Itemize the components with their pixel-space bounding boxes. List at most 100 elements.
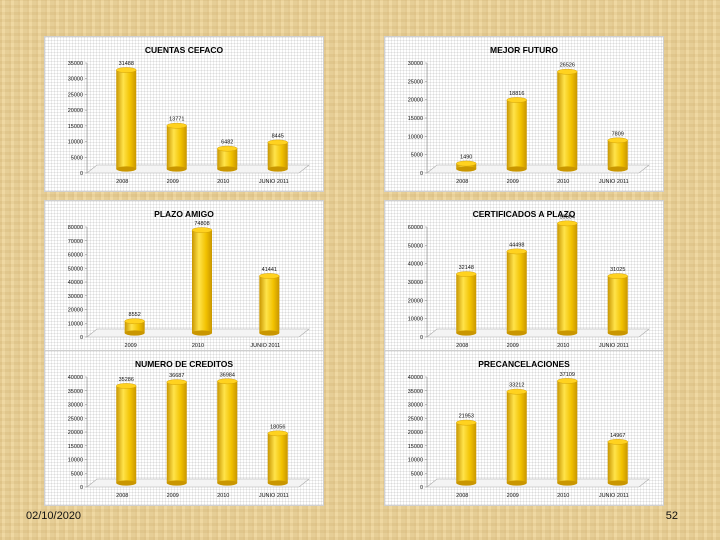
y-tick-label: 20000 [68,430,83,436]
y-tick-label: 80000 [68,225,83,231]
x-tick-label: 2010 [557,493,569,499]
y-tick-label: 35000 [68,61,83,67]
x-tick-label: 2008 [456,493,468,499]
y-tick-label: 15000 [408,116,423,122]
x-tick-label: JUNIO 2011 [599,179,629,185]
y-tick-label: 50000 [408,243,423,249]
x-tick-label: 2009 [507,179,519,185]
bar [506,248,527,336]
bar [124,318,145,336]
data-label: 21953 [459,414,474,420]
y-tick-label: 40000 [408,262,423,268]
y-tick-label: 20000 [68,108,83,114]
x-tick-label: 2010 [557,343,569,349]
bar [456,271,477,336]
y-tick-label: 25000 [408,79,423,85]
data-label: 44498 [509,242,524,248]
data-label: 32148 [459,265,474,271]
y-tick-label: 50000 [68,266,83,272]
bar-chart: CERTIFICADOS A PLAZO 0 10000 20000 30000 4000… [408,209,650,349]
bar [607,439,628,486]
y-tick-label: 5000 [71,471,83,477]
y-tick-label: 10000 [68,321,83,327]
bar [456,160,477,172]
x-tick-label: 2009 [125,343,137,349]
bar [259,273,280,336]
bar [506,388,527,486]
data-label: 31488 [119,61,134,67]
y-tick-label: 30000 [408,403,423,409]
y-tick-label: 20000 [408,430,423,436]
chart-title: CERTIFICADOS A PLAZO [473,209,576,219]
y-tick-label: 20000 [408,98,423,104]
y-tick-label: 35000 [408,389,423,395]
y-tick-label: 40000 [68,280,83,286]
x-tick-label: 2009 [167,179,179,185]
y-tick-label: 70000 [68,239,83,245]
y-tick-label: 30000 [408,61,423,67]
bar [217,378,238,486]
y-tick-label: 40000 [68,375,83,381]
x-tick-label: 2010 [192,343,204,349]
x-tick-label: 2009 [167,493,179,499]
y-tick-label: 20000 [408,298,423,304]
y-tick-label: 20000 [68,308,83,314]
bar [116,67,137,172]
bar-chart: CUENTAS CEFACO 0 5000 10000 15000 20000 25000 3… [68,45,310,185]
y-tick-label: 25000 [68,92,83,98]
y-tick-label: 5000 [71,155,83,161]
bar [506,97,527,172]
y-tick-label: 10000 [408,458,423,464]
data-label: 18816 [509,91,524,97]
x-tick-label: 2010 [557,179,569,185]
y-tick-label: 15000 [68,124,83,130]
chart-panel-certificados-a-plazo: CERTIFICADOS A PLAZO 0 10000 20000 30000 4000… [384,200,664,356]
bar [166,122,187,172]
chart-floor [426,328,650,338]
data-label: 33212 [509,383,524,389]
bar [267,139,288,172]
chart-floor [86,164,310,174]
x-tick-label: 2009 [507,493,519,499]
chart-panel-plazo-amigo: PLAZO AMIGO 0 10000 20000 30000 40000 50000 600… [44,200,324,356]
chart-floor [86,478,310,488]
chart-panel-precancelaciones: PRECANCELACIONES 0 5000 10000 15000 20000 2500… [384,350,664,506]
y-tick-label: 15000 [68,444,83,450]
y-tick-label: 25000 [408,416,423,422]
x-tick-label: 2010 [217,179,229,185]
chart-title: NUMERO DE CREDITOS [135,359,233,369]
y-tick-label: 5000 [411,153,423,159]
slide-page-number: 52 [665,510,678,522]
x-tick-label: 2010 [217,493,229,499]
data-label: 8445 [272,133,284,139]
data-label: 6482 [221,140,233,146]
data-label: 41441 [262,267,277,273]
bar-chart: NUMERO DE CREDITOS 0 5000 10000 15000 20000 25… [68,359,310,499]
data-label: 18056 [270,424,285,430]
y-tick-label: 10000 [408,317,423,323]
data-label: 8552 [129,312,141,318]
x-tick-label: 2008 [116,179,128,185]
x-tick-label: JUNIO 2011 [259,179,289,185]
bar-chart: MEJOR FUTURO 0 5000 10000 15000 20000 25000 300… [408,45,650,185]
y-tick-label: 0 [80,335,83,341]
x-tick-label: JUNIO 2011 [250,343,280,349]
x-tick-label: JUNIO 2011 [599,493,629,499]
bar [456,419,477,486]
chart-panel-mejor-futuro: MEJOR FUTURO 0 5000 10000 15000 20000 25000 300… [384,36,664,192]
chart-title: PRECANCELACIONES [478,359,570,369]
data-label: 1490 [460,155,472,161]
x-tick-label: 2008 [116,493,128,499]
bar [191,227,213,336]
bar [217,145,238,172]
y-tick-label: 0 [420,335,423,341]
y-tick-label: 30000 [68,294,83,300]
y-tick-label: 30000 [68,403,83,409]
chart-title: MEJOR FUTURO [490,45,558,55]
data-label: 74808 [194,221,209,227]
y-tick-label: 0 [80,171,83,177]
y-tick-label: 60000 [68,253,83,259]
y-tick-label: 0 [420,485,423,491]
data-label: 59804 [560,214,575,220]
bar [607,273,628,336]
